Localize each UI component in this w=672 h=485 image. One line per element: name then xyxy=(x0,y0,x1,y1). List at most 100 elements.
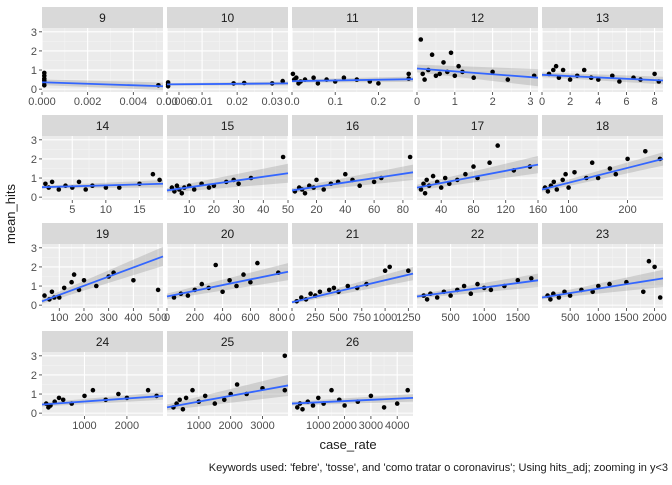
x-tick-label: 80 xyxy=(467,204,479,216)
x-tick-label: 0.03 xyxy=(262,96,283,108)
facet-panel-23: 23 500 1000 1500 2000 xyxy=(541,223,667,324)
data-point xyxy=(329,387,334,393)
x-tick-label: 10 xyxy=(100,204,112,216)
data-point xyxy=(155,287,161,293)
y-tick-label: 1 xyxy=(31,281,37,293)
data-point xyxy=(150,171,156,177)
x-tick-label: 160 xyxy=(529,204,547,216)
data-point xyxy=(42,83,47,88)
x-tick-label: 1000 xyxy=(472,312,496,324)
x-tick-label: 1500 xyxy=(506,312,530,324)
facet-panel-22: 22 500 1000 1500 xyxy=(416,223,539,324)
x-tick-label: 40 xyxy=(257,204,269,216)
data-point xyxy=(447,181,452,187)
facet-panel-26: 26 1000 2000 3000 4000 xyxy=(291,331,414,432)
data-point xyxy=(81,278,87,283)
data-point xyxy=(652,71,657,77)
data-point xyxy=(607,166,613,171)
facet-strip-label: 11 xyxy=(346,11,359,25)
panel-background xyxy=(417,28,538,92)
trend-line xyxy=(416,67,539,79)
x-tick-label: 250 xyxy=(306,312,324,324)
data-point xyxy=(131,278,136,283)
data-point xyxy=(213,262,218,268)
data-point xyxy=(495,143,501,148)
y-tick-label: 0 xyxy=(31,192,37,204)
data-point xyxy=(607,281,612,287)
facet-strip xyxy=(167,115,288,136)
data-point xyxy=(145,387,151,393)
x-tick-label: 500 xyxy=(561,312,579,324)
facet-strip xyxy=(542,115,663,136)
x-tick-label: 0 xyxy=(164,312,170,324)
facet-strip-label: 18 xyxy=(596,119,610,133)
data-point xyxy=(183,395,189,401)
x-tick-label: 500 xyxy=(329,312,347,324)
x-tick-label: 120 xyxy=(497,204,515,216)
data-point xyxy=(424,297,430,302)
data-point xyxy=(475,281,480,287)
facet-strip-label: 21 xyxy=(346,227,360,241)
facet-strip xyxy=(42,223,163,244)
facet-strip-label: 13 xyxy=(596,11,610,25)
data-point xyxy=(331,285,337,291)
data-point xyxy=(567,77,573,82)
data-point xyxy=(280,154,286,160)
data-point xyxy=(643,149,648,154)
data-point xyxy=(405,387,411,393)
data-point xyxy=(236,181,241,187)
x-tick-label: 2 xyxy=(567,96,573,108)
data-point xyxy=(94,283,99,289)
x-tick-label: 8 xyxy=(651,96,657,108)
data-point xyxy=(241,272,246,277)
x-tick-label: 3000 xyxy=(359,420,383,432)
data-point xyxy=(179,191,185,196)
data-point xyxy=(117,185,122,190)
data-point xyxy=(317,289,323,295)
trend-line xyxy=(166,82,289,86)
data-point xyxy=(563,171,568,177)
trend-line xyxy=(41,81,164,88)
x-tick-label: 0 xyxy=(414,96,420,108)
data-point xyxy=(294,75,299,80)
data-point xyxy=(418,37,424,42)
data-point xyxy=(191,187,197,192)
panel-background xyxy=(167,28,288,92)
x-tick-label: 50 xyxy=(282,204,294,216)
data-point xyxy=(280,78,286,84)
x-tick-label: 5 xyxy=(69,204,75,216)
data-point xyxy=(590,289,595,295)
data-point xyxy=(343,171,348,177)
data-point xyxy=(310,403,316,408)
x-tick-label: 15 xyxy=(133,204,145,216)
facet-strip xyxy=(417,7,538,28)
data-point xyxy=(452,73,458,79)
data-point xyxy=(82,393,87,399)
data-point xyxy=(185,293,191,298)
trend-line xyxy=(291,396,414,405)
facet-panel-20: 200 200 400 600 800 xyxy=(164,223,289,324)
data-point xyxy=(433,73,439,79)
data-point xyxy=(381,405,387,410)
x-tick-label: 4000 xyxy=(385,420,409,432)
x-tick-label: 500 xyxy=(441,312,459,324)
data-point xyxy=(315,81,321,86)
x-tick-label: 40 xyxy=(339,204,351,216)
data-point xyxy=(382,268,388,274)
x-tick-label: 1250 xyxy=(396,312,420,324)
x-tick-label: 0 xyxy=(289,312,295,324)
trend-line xyxy=(291,272,414,304)
x-axis-title: case_rate xyxy=(319,437,376,452)
data-point xyxy=(553,63,559,69)
panel-background xyxy=(42,28,163,92)
data-point xyxy=(326,287,332,293)
x-tick-label: 0.004 xyxy=(120,96,148,108)
x-tick-label: 0.2 xyxy=(371,96,386,108)
x-tick-label: 0.002 xyxy=(74,96,102,108)
x-tick-label: 80 xyxy=(397,204,409,216)
data-point xyxy=(545,189,551,194)
x-tick-label: 1 xyxy=(452,96,458,108)
data-point xyxy=(613,171,619,177)
trend-line xyxy=(166,172,289,192)
